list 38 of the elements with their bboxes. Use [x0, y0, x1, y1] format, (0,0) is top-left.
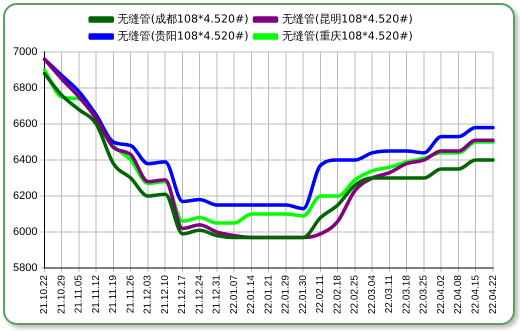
x-tick-label: 22.01.30 — [298, 274, 309, 314]
x-tick-label: 21.12.03 — [142, 274, 154, 314]
legend-label: 无缝管(重庆108*4.520#) — [282, 29, 413, 42]
x-tick-label: 21.12.10 — [160, 274, 171, 314]
x-tick-label: 21.10.22 — [39, 274, 50, 314]
x-tick-label: 21.11.26 — [125, 274, 136, 314]
x-tick-label: 22.02.25 — [350, 274, 361, 314]
x-tick-label: 22.01.07 — [228, 274, 240, 314]
x-tick-label: 22.01.29 — [280, 274, 292, 314]
x-tick-label: 22.02.18 — [332, 274, 344, 314]
x-tick-label: 21.11.12 — [90, 274, 102, 314]
legend-label: 无缝管(贵阳108*4.520#) — [118, 29, 249, 42]
x-tick-label: 22.02.11 — [315, 274, 326, 314]
x-tick-label: 21.12.24 — [194, 274, 206, 314]
x-tick-label: 22.01.14 — [246, 274, 258, 314]
y-tick-label: 6200 — [12, 190, 38, 202]
legend-label: 无缝管(成都108*4.520#) — [118, 12, 249, 26]
x-tick-label: 21.12.31 — [212, 274, 223, 314]
x-tick-label: 22.04.15 — [470, 274, 482, 314]
y-tick-label: 6600 — [12, 118, 38, 130]
x-tick-label: 22.01.21 — [263, 274, 274, 314]
x-tick-label: 21.11.05 — [74, 274, 85, 314]
x-tick-label: 22.03.04 — [366, 274, 378, 314]
x-tick-label: 21.12.17 — [177, 274, 188, 314]
y-tick-label: 6800 — [12, 82, 38, 94]
x-tick-label: 22.03.18 — [401, 274, 412, 314]
y-tick-label: 6400 — [12, 154, 38, 166]
legend-label: 无缝管(昆明108*4.520#) — [282, 12, 413, 26]
y-tick-label: 7000 — [12, 46, 38, 58]
x-tick-label: 22.03.25 — [418, 274, 430, 314]
y-tick-label: 5800 — [12, 262, 38, 274]
x-tick-label: 22.04.22 — [488, 274, 499, 314]
x-tick-label: 21.10.29 — [56, 274, 68, 314]
y-tick-label: 6000 — [12, 226, 38, 238]
x-tick-label: 22.03.11 — [384, 274, 396, 314]
x-tick-label: 21.11.19 — [108, 274, 120, 314]
x-tick-label: 22.04.08 — [453, 274, 464, 314]
x-tick-label: 22.04.02 — [436, 274, 447, 314]
